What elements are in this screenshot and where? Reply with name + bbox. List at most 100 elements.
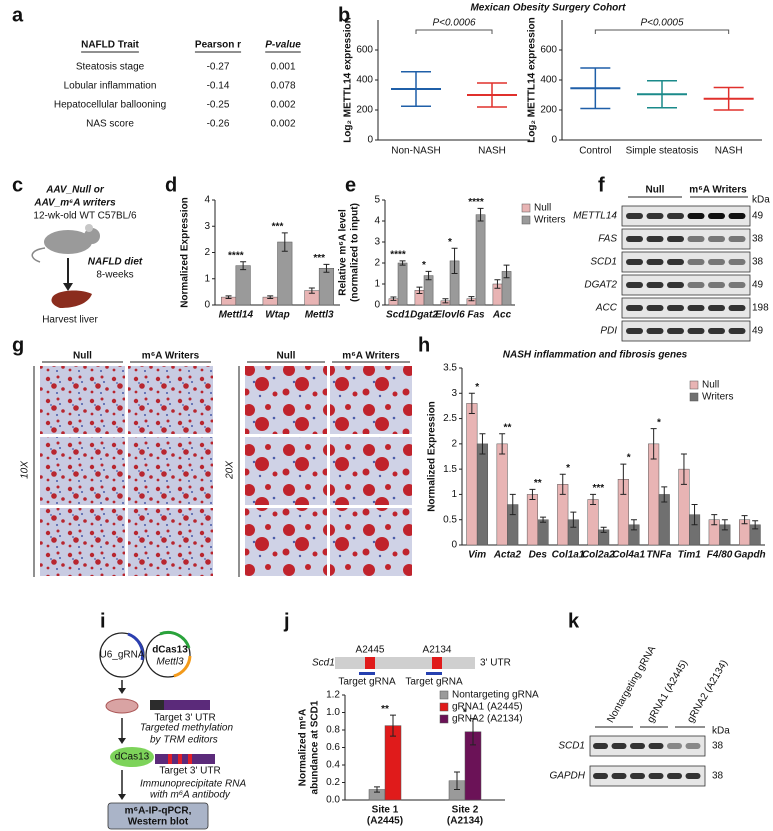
error-bar — [416, 286, 423, 294]
blot-band — [667, 773, 682, 779]
effector-arc — [159, 631, 191, 649]
significance-bracket — [594, 29, 730, 34]
x-tick-label: Non-NASH — [391, 146, 440, 157]
blot-band — [611, 773, 627, 779]
magnification: 20X — [225, 461, 236, 480]
blot-band — [687, 236, 705, 242]
utr-cap — [150, 700, 164, 710]
x-tick-label: Site 1 — [372, 805, 399, 816]
legend-label: Nontargeting gRNA — [452, 690, 539, 701]
x-tick-label: Des — [529, 550, 548, 561]
blot-size: 38 — [752, 257, 764, 268]
legend-label: Writers — [702, 392, 733, 403]
blot-band — [667, 282, 684, 288]
x-tick-label: Acc — [492, 310, 512, 321]
lane-label: gRNA1 (A2445) — [645, 658, 690, 725]
error-bar — [650, 428, 657, 460]
y-tick-label: 2.5 — [443, 413, 457, 424]
error-bar — [509, 493, 516, 516]
blot-label: SCD1 — [558, 741, 585, 752]
y-tick-label: 600 — [356, 45, 373, 56]
gene-arc — [173, 655, 192, 678]
error-bar — [630, 519, 637, 531]
bar — [476, 443, 489, 546]
bar — [496, 443, 508, 546]
bar — [475, 214, 486, 306]
blot-label: GAPDH — [549, 771, 585, 782]
y-tick-label: 3 — [451, 388, 457, 399]
utr-bar — [150, 700, 210, 710]
y-tick-label: 4 — [374, 216, 380, 227]
diagram-text: AAV_Null or — [45, 185, 105, 196]
error-bar — [281, 232, 288, 252]
guide — [359, 672, 375, 675]
blot-label: FAS — [598, 234, 617, 245]
blot-band — [646, 305, 664, 311]
x-tick-label: Simple steatosis — [626, 146, 699, 157]
blot-band — [626, 259, 643, 265]
micrograph — [245, 437, 327, 505]
legend-label: Writers — [534, 215, 565, 226]
utr — [335, 657, 475, 669]
panel-label: j — [283, 610, 290, 632]
blot-label: ACC — [595, 303, 618, 314]
legend-label: gRNA1 (A2445) — [452, 702, 523, 713]
legend-swatch — [439, 702, 449, 712]
blot-band — [611, 743, 627, 749]
y-axis-label: Normalized Expression — [427, 401, 438, 512]
y-tick-label: 0.4 — [326, 760, 340, 771]
x-tick-label: NASH — [478, 146, 506, 157]
significance: * — [627, 453, 631, 464]
significance: ** — [381, 704, 389, 715]
guide-label: Target gRNA — [405, 677, 463, 688]
y-tick-label: 0 — [451, 540, 457, 551]
diagram-text: dCas13 — [152, 645, 188, 656]
y-tick-label: 0.0 — [326, 795, 340, 806]
y-tick-label: 0.2 — [326, 777, 340, 788]
error-bar — [590, 493, 597, 506]
error-bar — [390, 714, 396, 737]
table-cell: Steatosis stage — [76, 62, 145, 73]
significance: *** — [272, 221, 284, 232]
significance-bracket — [415, 29, 493, 34]
annotation: P<0.0006 — [432, 18, 476, 29]
blot-band — [728, 259, 746, 265]
micrograph — [245, 366, 327, 434]
micrograph — [40, 366, 125, 434]
guide-label: Target gRNA — [338, 677, 396, 688]
x-tick-label: Elovl6 — [435, 310, 465, 321]
y-axis-label: Normalized Expression — [180, 197, 191, 308]
blot-label: PDI — [600, 326, 617, 337]
panel-label: d — [165, 174, 177, 196]
y-tick-label: 4 — [204, 195, 210, 206]
diagram-text: Harvest liver — [42, 315, 98, 326]
chart-title: Mexican Obesity Surgery Cohort — [470, 3, 626, 14]
micrograph — [40, 508, 125, 576]
blot-strip — [621, 274, 751, 296]
blot-header: Null — [646, 185, 665, 196]
blot-band — [687, 328, 705, 334]
diagram-text: Immunoprecipitate RNA — [140, 779, 246, 790]
bar — [466, 403, 478, 546]
table-cell: Hepatocellular ballooning — [54, 100, 166, 111]
error-bar — [499, 433, 506, 455]
bar — [384, 725, 402, 801]
blot-band — [667, 305, 684, 311]
micrograph — [40, 437, 125, 505]
x-tick-label: Acta2 — [493, 550, 522, 561]
y-tick-label: 3 — [204, 221, 210, 232]
image-header: m⁶A Writers — [142, 351, 200, 362]
image-header: Null — [277, 351, 296, 362]
arrow-head — [118, 688, 126, 694]
mouse-body — [44, 230, 92, 254]
micrograph — [330, 508, 412, 576]
blot-band — [708, 328, 725, 334]
table-cell: -0.14 — [207, 81, 230, 92]
blot-strip — [621, 297, 751, 319]
y-tick-label: 5 — [374, 195, 380, 206]
legend-swatch — [689, 380, 699, 390]
bar — [235, 265, 251, 306]
y-tick-label: 0.6 — [326, 742, 340, 753]
significance: * — [422, 260, 426, 271]
y-tick-label: 1 — [374, 279, 380, 290]
